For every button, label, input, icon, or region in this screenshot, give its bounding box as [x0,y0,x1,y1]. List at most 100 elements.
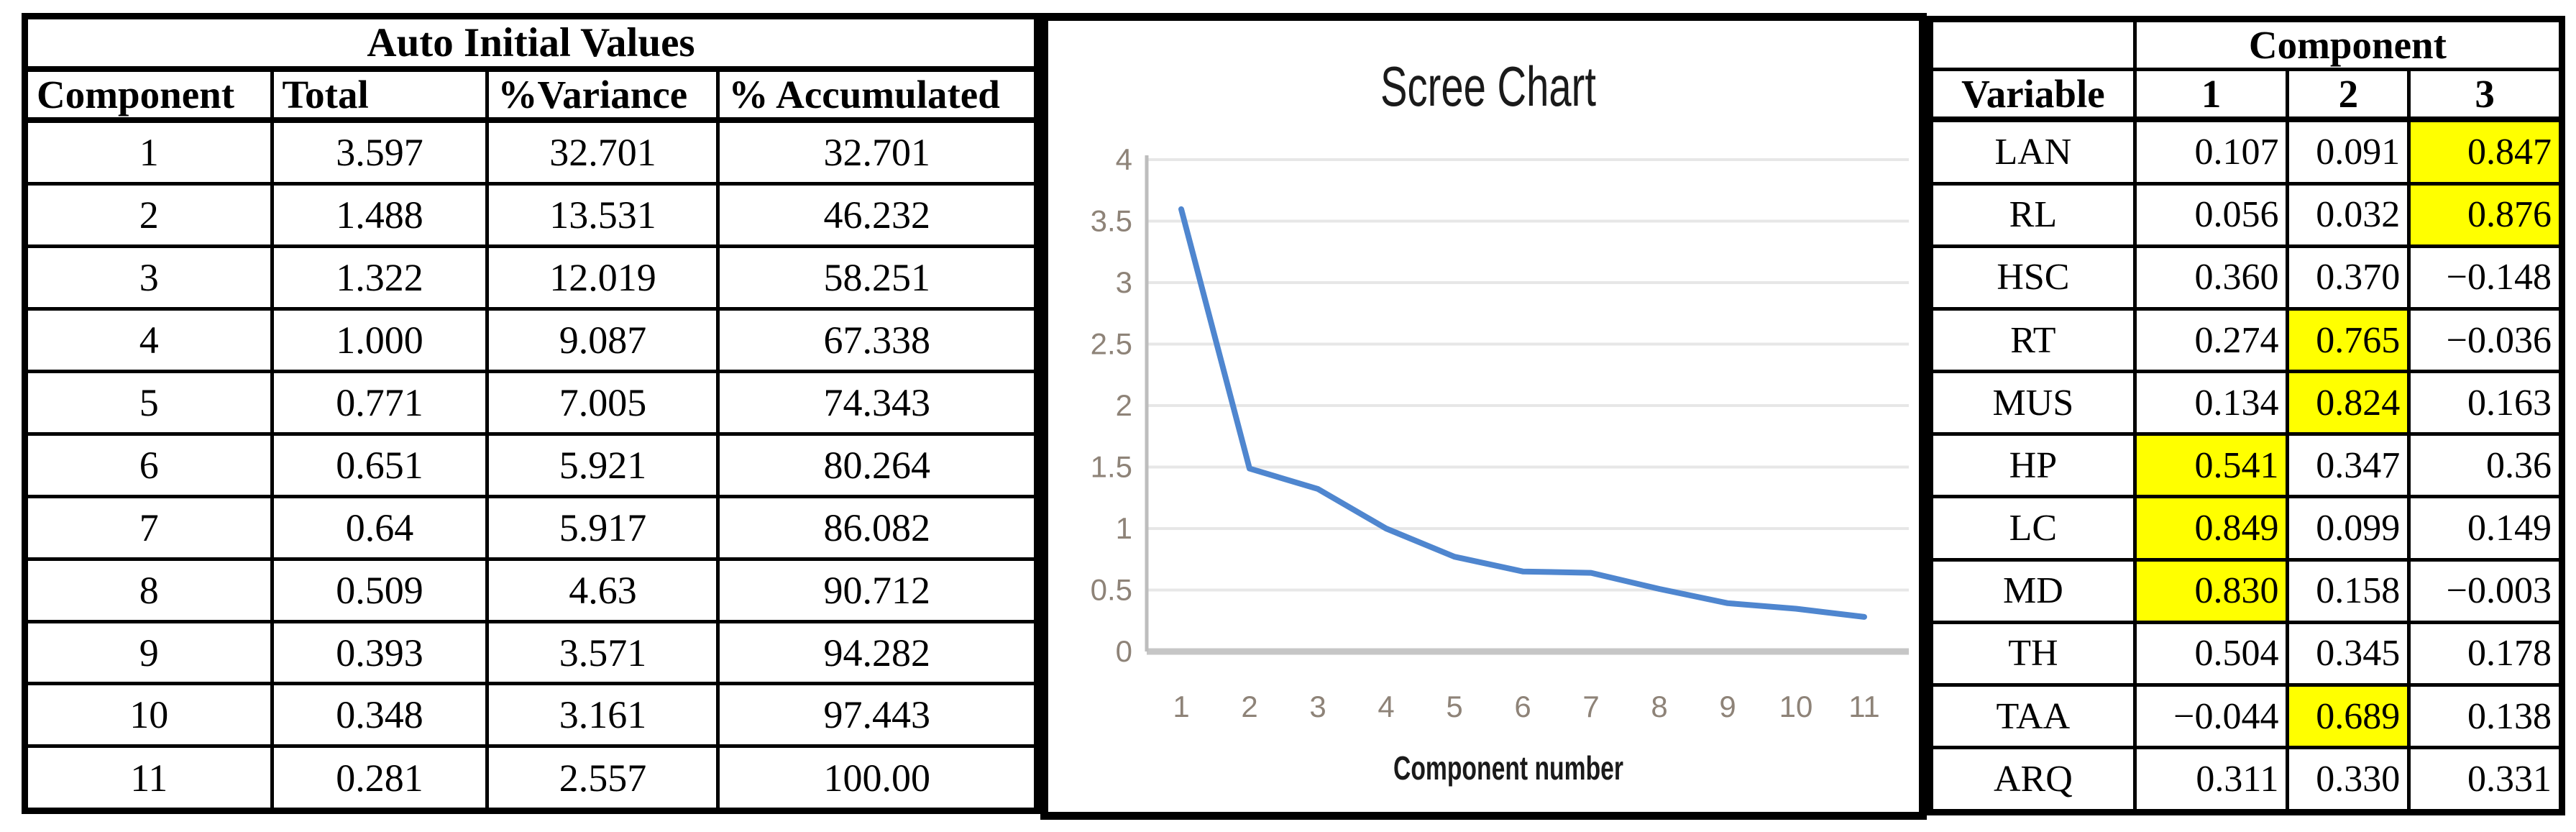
y-tick-label: 1.5 [1091,450,1132,484]
loading-cell: 0.178 [2407,620,2564,687]
loading-cell: 0.504 [2132,620,2290,687]
left-table-cell: 32.701 [485,118,720,186]
right-table-row: RL 0.056 0.032 0.876 [1928,181,2564,248]
right-table-header-row: Variable 1 2 3 [1928,68,2564,122]
right-table-row: HP 0.541 0.347 0.36 [1928,432,2564,499]
left-table-cell: 0.651 [270,431,490,498]
loading-cell: 0.032 [2286,181,2411,248]
left-table-cell: 0.393 [270,619,490,686]
y-tick-label: 3.5 [1091,204,1132,238]
left-table-row: 11 0.281 2.557 100.00 [23,744,1039,813]
component-loadings-panel: Component Variable 1 2 3 LAN 0.107 0.091 0.847… [1927,16,2565,815]
loading-cell: −0.036 [2407,306,2564,374]
y-tick-label: 0 [1116,634,1132,668]
auto-initial-values-table: Auto Initial Values Component Total %Varia… [22,13,1040,814]
left-table-cell: 2.557 [485,744,720,813]
loading-cell: 0.347 [2286,432,2411,499]
left-table-cell: 86.082 [716,494,1039,561]
loading-cell: −0.148 [2407,244,2564,311]
variable-cell: LC [1928,495,2137,562]
left-table-cell: 100.00 [716,744,1039,813]
variable-cell: TAA [1928,682,2137,750]
left-table-cell: 80.264 [716,431,1039,498]
right-column-header: 1 [2132,68,2290,122]
left-table-cell: 3.597 [270,118,490,186]
left-table-row: 4 1.000 9.087 67.338 [23,307,1039,374]
right-column-header: 3 [2407,68,2564,122]
left-table-title-row: Auto Initial Values [23,14,1039,72]
left-table-cell: 32.701 [716,118,1039,186]
left-column-header: Component [23,67,274,123]
loading-cell: 0.099 [2286,495,2411,562]
loading-cell: 0.091 [2286,117,2411,186]
x-tick-label: 6 [1514,690,1531,723]
left-table-cell: 10 [23,682,274,749]
x-tick-label: 3 [1309,690,1326,723]
left-table-cell: 0.509 [270,557,490,623]
right-table-row: MD 0.830 0.158 −0.003 [1928,557,2564,624]
left-table-title: Auto Initial Values [23,14,1039,72]
variable-cell: MUS [1928,370,2137,436]
loading-cell: 0.331 [2407,746,2564,814]
loading-cell: 0.158 [2286,557,2411,624]
left-table-row: 3 1.322 12.019 58.251 [23,244,1039,311]
x-tick-label: 7 [1582,690,1599,723]
right-table-body: LAN 0.107 0.091 0.847 RL 0.056 0.032 0.876 HSC 0.… [1928,117,2564,814]
right-table-group-row: Component [1928,17,2564,71]
loading-cell: 0.274 [2132,306,2290,374]
left-table-cell: 0.64 [270,494,490,561]
left-table-cell: 5 [23,370,274,436]
left-table-cell: 0.348 [270,682,490,749]
left-table-cell: 4.63 [485,557,720,623]
left-table-cell: 0.281 [270,744,490,813]
y-tick-label: 4 [1116,142,1132,176]
left-table-cell: 6 [23,431,274,498]
loading-cell: 0.330 [2286,746,2411,814]
left-table-cell: 1.488 [270,182,490,249]
y-tick-label: 2.5 [1091,327,1132,361]
left-table-cell: 3.571 [485,619,720,686]
variable-cell: TH [1928,620,2137,687]
left-table-cell: 9 [23,619,274,686]
loading-cell: 0.830 [2132,557,2290,624]
left-table-cell: 1.322 [270,244,490,311]
left-table-row: 6 0.651 5.921 80.264 [23,431,1039,498]
scree-chart: 0 0.5 1 1.5 2 2.5 3 3.5 4 1 2 3 4 5 6 7 8 9 10 11 Scree Char… [1091,55,1909,787]
x-tick-label: 9 [1719,690,1736,723]
loading-cell: 0.360 [2132,244,2290,311]
loading-cell: 0.138 [2407,682,2564,750]
loading-cell: 0.311 [2132,746,2290,814]
variable-cell: RT [1928,306,2137,374]
loading-cell: −0.003 [2407,557,2564,624]
left-table-cell: 90.712 [716,557,1039,623]
loading-cell: 0.345 [2286,620,2411,687]
right-table-row: HSC 0.360 0.370 −0.148 [1928,244,2564,311]
component-group-header: Component [2132,17,2564,71]
loading-cell: 0.163 [2407,370,2564,436]
component-loadings-table: Component Variable 1 2 3 LAN 0.107 0.091 0.847… [1927,16,2565,815]
left-table-cell: 97.443 [716,682,1039,749]
left-table-row: 10 0.348 3.161 97.443 [23,682,1039,749]
loading-cell: 0.849 [2132,495,2290,562]
y-tick-label: 0.5 [1091,573,1132,607]
left-table-cell: 13.531 [485,182,720,249]
x-tick-label: 8 [1651,690,1667,723]
loading-cell: 0.370 [2286,244,2411,311]
right-table-row: TAA −0.044 0.689 0.138 [1928,682,2564,750]
left-column-header: Total [270,67,490,123]
x-tick-label: 5 [1446,690,1462,723]
loading-cell: 0.689 [2286,682,2411,750]
left-table-row: 2 1.488 13.531 46.232 [23,182,1039,249]
right-table-row: MUS 0.134 0.824 0.163 [1928,370,2564,436]
left-table-header-row: Component Total %Variance% Accumulated [23,67,1039,123]
y-tick-label: 1 [1116,511,1132,545]
loading-cell: 0.541 [2132,432,2290,499]
left-table-cell: 5.921 [485,431,720,498]
right-table-row: LC 0.849 0.099 0.149 [1928,495,2564,562]
loading-cell: 0.056 [2132,181,2290,248]
x-tick-label: 10 [1779,690,1813,723]
left-table-cell: 3 [23,244,274,311]
right-column-header: 2 [2286,68,2411,122]
left-table-cell: 67.338 [716,307,1039,374]
